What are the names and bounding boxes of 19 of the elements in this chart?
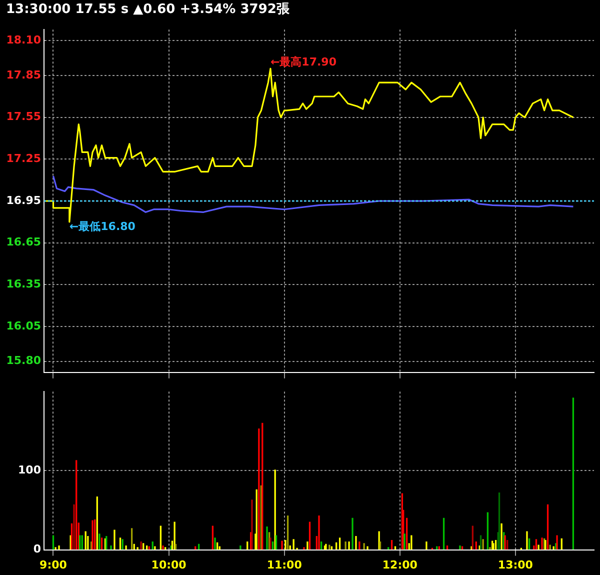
annotation: ←最高17.90 — [270, 55, 337, 68]
y-tick-label: 15.80 — [6, 354, 42, 368]
annotation: ←最低16.80 — [69, 220, 136, 233]
y-tick-label: 17.85 — [6, 68, 41, 82]
y-tick-label: 16.05 — [6, 319, 41, 332]
y-tick-label: 17.25 — [6, 152, 41, 166]
x-tick-label: 13:00 — [498, 558, 534, 572]
y-tick-label: 17.55 — [6, 110, 41, 124]
x-tick-label: 10:00 — [151, 558, 187, 572]
y-tick-label: 16.95 — [6, 194, 41, 207]
x-tick-label: 11:00 — [266, 558, 302, 572]
y-tick-label: 100 — [18, 464, 42, 477]
y-tick-label: 16.65 — [6, 236, 41, 249]
y-tick-label: 0 — [33, 542, 42, 556]
y-tick-label: 18.10 — [6, 34, 42, 47]
x-tick-label: 12:00 — [382, 558, 418, 572]
chart-title: 13:30:00 17.55 s ▲0.60 +3.54% 3792張 — [5, 1, 290, 19]
x-tick-label: 9:00 — [40, 558, 68, 572]
y-tick-label: 16.35 — [6, 277, 41, 290]
